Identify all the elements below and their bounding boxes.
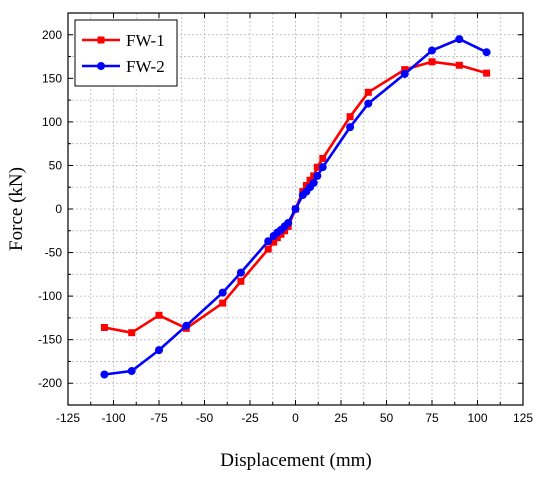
y-tick-label: -50 [45, 246, 63, 260]
x-tick-label: -100 [101, 411, 125, 425]
x-axis-title: Displacement (mm) [220, 450, 371, 471]
y-tick-label: 200 [42, 28, 62, 42]
data-point [400, 69, 409, 78]
y-tick-label: 150 [42, 71, 62, 85]
y-tick-label: -200 [38, 376, 62, 390]
data-point [100, 323, 108, 331]
data-point [237, 277, 245, 285]
data-point [273, 234, 281, 242]
legend-entry-fw-2: FW-2 [82, 57, 165, 76]
legend-box [74, 19, 178, 87]
axis-ticks: -125 -100 -75 -50 -25 0 25 50 75 100 125 -200 -150 -1… [38, 12, 533, 425]
x-tick-label: 50 [380, 411, 394, 425]
data-point [264, 237, 273, 246]
data-point [483, 69, 491, 77]
data-point [482, 48, 491, 57]
legend-label: FW-2 [126, 57, 165, 76]
legend-marker [97, 62, 105, 70]
x-tick-label: 75 [425, 411, 439, 425]
data-point [155, 346, 163, 355]
x-tick-label: 25 [334, 411, 348, 425]
data-point [309, 178, 318, 187]
data-point [264, 245, 272, 253]
data-point [306, 176, 314, 184]
x-tick-label: 125 [513, 411, 533, 425]
data-point [455, 61, 463, 69]
x-tick-label: -125 [56, 411, 80, 425]
data-point [364, 88, 372, 96]
data-point [428, 58, 436, 66]
x-tick-label: -50 [196, 411, 214, 425]
data-point [236, 268, 245, 277]
x-tick-label: 0 [292, 411, 299, 425]
data-point [302, 181, 310, 189]
y-axis-title: Force (kN) [6, 167, 27, 251]
data-point [346, 123, 355, 132]
data-point [428, 46, 436, 55]
data-point [313, 171, 322, 180]
data-point [100, 370, 109, 379]
data-point [128, 329, 136, 337]
y-tick-label: -150 [38, 333, 62, 347]
legend-entry-fw-1: FW-1 [82, 31, 165, 50]
y-tick-label: 50 [49, 158, 63, 172]
data-point [182, 321, 191, 330]
x-tick-label: 100 [467, 411, 487, 425]
data-point [318, 163, 327, 172]
y-tick-label: 100 [42, 115, 62, 129]
x-tick-label: -75 [150, 411, 168, 425]
series-layer [100, 35, 491, 379]
data-point [401, 66, 409, 74]
data-point [319, 154, 327, 162]
series-fw-2 [100, 35, 491, 379]
legend-label: FW-1 [126, 31, 165, 50]
data-point [313, 163, 321, 171]
x-tick-label: -25 [241, 411, 259, 425]
data-point [219, 299, 227, 307]
data-point [277, 230, 285, 238]
legend: FW-1 FW-2 [74, 19, 178, 87]
data-point [270, 238, 278, 246]
y-tick-label: -100 [38, 289, 62, 303]
data-point [155, 311, 163, 319]
data-point [364, 99, 373, 108]
data-point [284, 218, 293, 227]
legend-marker [97, 36, 105, 44]
data-point [455, 35, 464, 44]
data-point [218, 288, 227, 297]
data-point [346, 113, 354, 121]
data-point [291, 205, 300, 213]
y-tick-label: 0 [55, 202, 62, 216]
data-point [127, 367, 136, 376]
